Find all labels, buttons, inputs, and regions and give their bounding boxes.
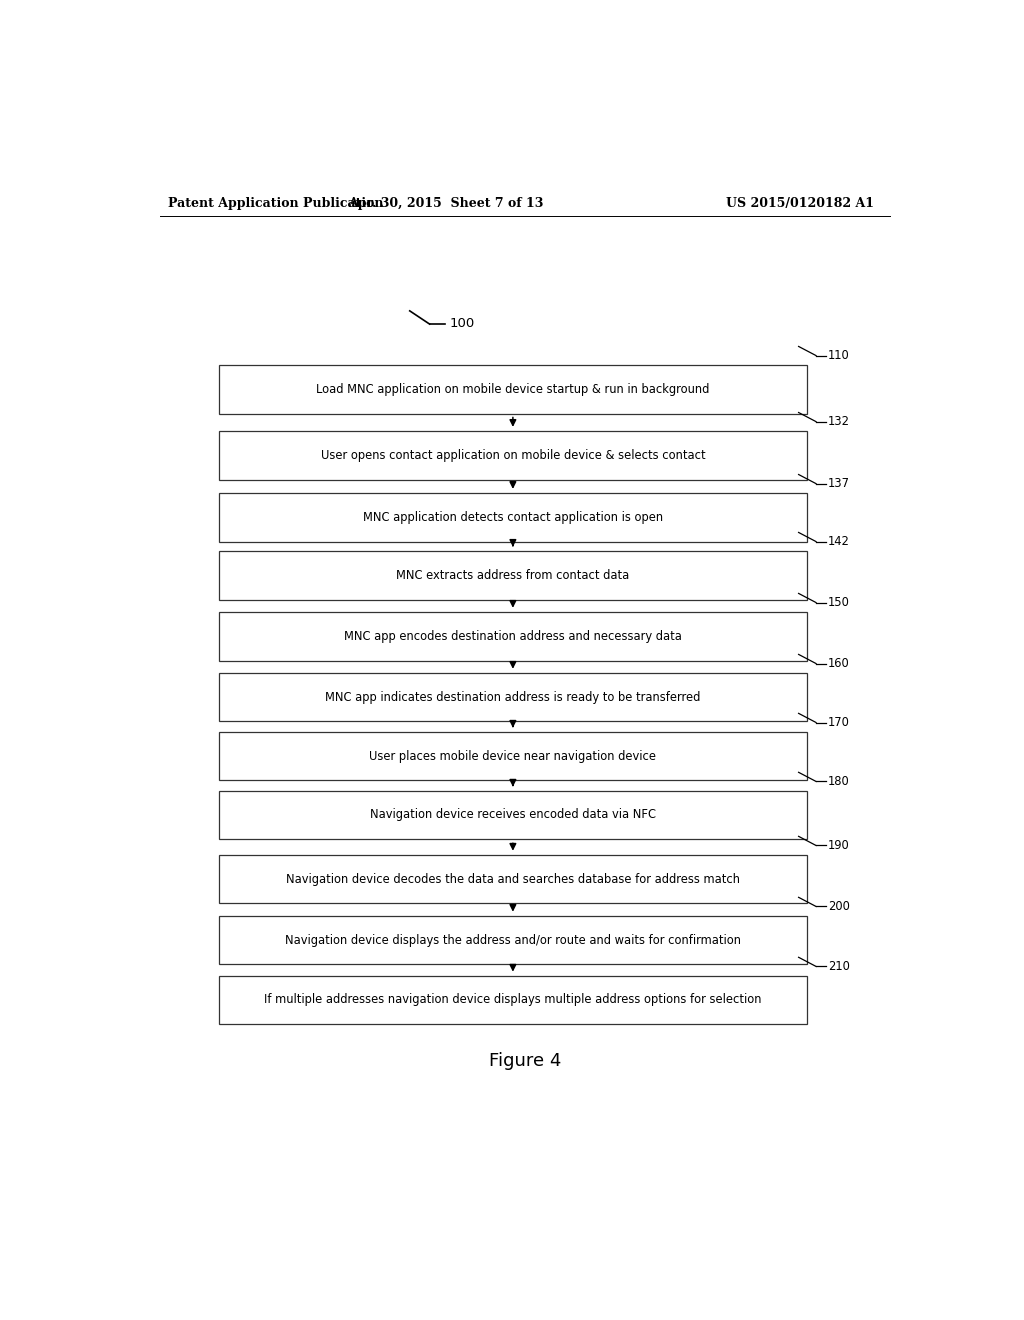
Text: 132: 132 — [828, 416, 850, 428]
FancyBboxPatch shape — [219, 611, 807, 660]
FancyBboxPatch shape — [219, 731, 807, 780]
Text: If multiple addresses navigation device displays multiple address options for se: If multiple addresses navigation device … — [264, 994, 762, 1006]
Text: Patent Application Publication: Patent Application Publication — [168, 197, 383, 210]
FancyBboxPatch shape — [219, 673, 807, 722]
Text: 110: 110 — [828, 348, 850, 362]
Text: Load MNC application on mobile device startup & run in background: Load MNC application on mobile device st… — [316, 383, 710, 396]
Text: User opens contact application on mobile device & selects contact: User opens contact application on mobile… — [321, 449, 706, 462]
Text: Navigation device decodes the data and searches database for address match: Navigation device decodes the data and s… — [286, 873, 740, 886]
Text: MNC application detects contact application is open: MNC application detects contact applicat… — [362, 511, 663, 524]
FancyBboxPatch shape — [219, 916, 807, 965]
Text: 150: 150 — [828, 597, 850, 609]
Text: 100: 100 — [450, 317, 475, 330]
Text: 142: 142 — [828, 535, 850, 548]
FancyBboxPatch shape — [219, 975, 807, 1024]
Text: Figure 4: Figure 4 — [488, 1052, 561, 1071]
Text: 210: 210 — [828, 960, 850, 973]
Text: 137: 137 — [828, 477, 850, 490]
FancyBboxPatch shape — [219, 791, 807, 840]
Text: 200: 200 — [828, 900, 850, 913]
FancyBboxPatch shape — [219, 854, 807, 903]
Text: 190: 190 — [828, 840, 850, 851]
Text: MNC app indicates destination address is ready to be transferred: MNC app indicates destination address is… — [326, 690, 700, 704]
Text: Navigation device displays the address and/or route and waits for confirmation: Navigation device displays the address a… — [285, 933, 741, 946]
Text: MNC extracts address from contact data: MNC extracts address from contact data — [396, 569, 630, 582]
Text: Navigation device receives encoded data via NFC: Navigation device receives encoded data … — [370, 808, 656, 821]
Text: 180: 180 — [828, 775, 850, 788]
Text: User places mobile device near navigation device: User places mobile device near navigatio… — [370, 750, 656, 763]
Text: 170: 170 — [828, 715, 850, 729]
Text: US 2015/0120182 A1: US 2015/0120182 A1 — [726, 197, 873, 210]
Text: MNC app encodes destination address and necessary data: MNC app encodes destination address and … — [344, 630, 682, 643]
Text: Apr. 30, 2015  Sheet 7 of 13: Apr. 30, 2015 Sheet 7 of 13 — [348, 197, 543, 210]
Text: 160: 160 — [828, 657, 850, 671]
FancyBboxPatch shape — [219, 492, 807, 541]
FancyBboxPatch shape — [219, 550, 807, 599]
FancyBboxPatch shape — [219, 430, 807, 479]
FancyBboxPatch shape — [219, 364, 807, 413]
